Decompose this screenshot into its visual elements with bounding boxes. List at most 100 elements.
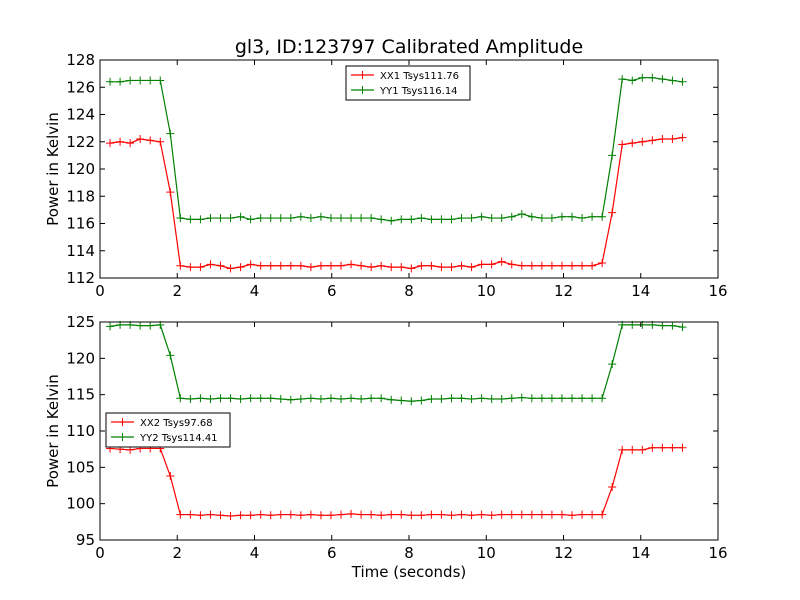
p2-series-yy-point xyxy=(517,393,526,402)
p1-series-xx-point xyxy=(186,263,195,272)
p1-series-yy-point xyxy=(598,212,607,221)
p1-series-xx-point xyxy=(578,261,587,270)
p1-series-xx-point xyxy=(598,259,607,268)
p2-series-xx-point xyxy=(608,482,617,491)
p1-series-xx-point xyxy=(246,260,255,269)
p1-series-yy-point xyxy=(186,215,195,224)
p2-series-xx-point xyxy=(337,510,346,519)
p2-series-yy-point xyxy=(136,321,145,330)
p2-series-yy-point xyxy=(608,360,617,369)
p2-series-xx-point xyxy=(367,510,376,519)
p2-series-yy-point xyxy=(567,394,576,403)
p1-series-xx-point xyxy=(648,136,657,145)
p2-series-yy-point xyxy=(306,394,315,403)
p1-series-xx-point xyxy=(427,261,436,270)
p1-y-tick-label: 118 xyxy=(66,187,95,205)
panel-2: 0 2 4 6 8 10 12 14 16 95 100 105 110 115 120 125 Power i… xyxy=(44,313,728,581)
p2-x-tick-label: 4 xyxy=(250,544,260,562)
p1-series-xx-point xyxy=(166,188,175,197)
p1-series-yy-point xyxy=(517,209,526,218)
p2-series-xx-point xyxy=(678,443,687,452)
p2-x-tick-label: 6 xyxy=(327,544,337,562)
p1-series-xx-point xyxy=(507,260,516,269)
p2-series-xx-point xyxy=(537,510,546,519)
p1-series-yy-point xyxy=(286,214,295,223)
p2-series-yy-point xyxy=(588,394,597,403)
p1-series-yy-point xyxy=(507,212,516,221)
p1-series-yy-point xyxy=(326,214,335,223)
p2-series-xx-point xyxy=(186,510,195,519)
p2-series-xx-point xyxy=(497,510,506,519)
p1-series-xx-point xyxy=(477,260,486,269)
p1-series-xx-point xyxy=(196,263,205,272)
p1-series-xx-point xyxy=(176,261,185,270)
p2-x-axis-label: Time (seconds) xyxy=(351,563,467,581)
p1-series-yy-point xyxy=(156,76,165,85)
p2-series-xx-point xyxy=(246,511,255,520)
p2-series-xx-point xyxy=(437,510,446,519)
p2-series-xx-point xyxy=(377,511,386,520)
p1-series-yy-point xyxy=(467,214,476,223)
p1-series-xx-point xyxy=(126,139,135,148)
p1-series-yy-point xyxy=(226,214,235,223)
p2-series-yy-point xyxy=(507,394,516,403)
p2-series-yy-point xyxy=(367,394,376,403)
p1-series-yy-point xyxy=(557,212,566,221)
p1-series-yy-point xyxy=(296,212,305,221)
p2-series-yy-point xyxy=(557,394,566,403)
p2-series-yy-point xyxy=(578,394,587,403)
p2-series-yy-point xyxy=(477,394,486,403)
p2-series-xx-point xyxy=(517,510,526,519)
p2-series-xx-point xyxy=(407,511,416,520)
p1-series-yy-point xyxy=(316,212,325,221)
p1-series-yy-point xyxy=(246,215,255,224)
p2-series-yy-point xyxy=(106,322,115,331)
p2-y-axis-label: Power in Kelvin xyxy=(44,374,62,488)
p1-series-xx-point xyxy=(537,261,546,270)
p1-series-xx-point xyxy=(236,263,245,272)
p1-series-xx-point xyxy=(266,261,275,270)
p1-series-yy-line xyxy=(110,77,683,222)
p2-series-yy-point xyxy=(256,394,265,403)
p1-series-xx-point xyxy=(206,260,215,269)
p2-series-yy-point xyxy=(276,395,285,404)
p1-series-yy-point xyxy=(648,73,657,82)
p2-y-tick-label: 95 xyxy=(76,531,95,549)
p1-series-yy-point xyxy=(206,214,215,223)
p2-series-yy-point xyxy=(357,395,366,404)
p1-series-xx-point xyxy=(326,261,335,270)
p2-x-tick-label: 10 xyxy=(477,544,496,562)
p2-series-yy-point xyxy=(497,395,506,404)
p2-x-tick-label: 2 xyxy=(172,544,182,562)
p2-series-xx-point xyxy=(417,511,426,520)
p1-series-xx-point xyxy=(337,261,346,270)
p2-series-xx-point xyxy=(266,511,275,520)
p2-series-yy-point xyxy=(397,396,406,405)
p1-series-yy-point xyxy=(146,76,155,85)
p2-series-yy-point xyxy=(216,394,225,403)
p2-series-yy-point xyxy=(487,395,496,404)
p2-series-yy-point xyxy=(186,395,195,404)
p1-series-yy-point xyxy=(236,212,245,221)
p1-series-xx-point xyxy=(668,135,677,144)
p2-series-xx-point xyxy=(638,445,647,454)
p2-series-xx-line xyxy=(109,447,683,517)
p1-y-tick-label: 126 xyxy=(66,78,95,96)
p1-series-yy-point xyxy=(447,215,456,224)
p2-series-yy-point xyxy=(678,323,687,332)
p2-series-yy-point xyxy=(296,395,305,404)
p2-series-xx-point xyxy=(447,511,456,520)
p2-y-tick-label: 110 xyxy=(66,422,95,440)
p1-series-xx-point xyxy=(557,261,566,270)
p2-series-xx-point xyxy=(347,509,356,518)
p1-series-yy-point xyxy=(306,214,315,223)
p1-series-xx-point xyxy=(567,261,576,270)
p2-legend-marker-yy xyxy=(118,433,127,441)
p1-y-tick-label: 120 xyxy=(66,160,95,178)
p1-x-tick-label: 6 xyxy=(327,282,337,300)
p2-series-yy-point xyxy=(226,394,235,403)
p1-series-xx-point xyxy=(136,135,145,144)
p1-series-xx-point xyxy=(588,261,597,270)
p2-series-xx-point xyxy=(457,510,466,519)
